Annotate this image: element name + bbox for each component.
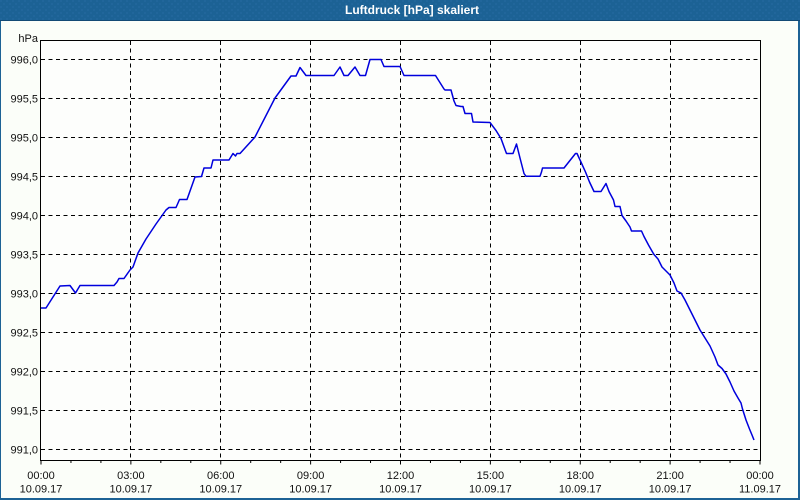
svg-text:993,5: 993,5	[10, 250, 38, 262]
svg-text:hPa: hPa	[18, 33, 38, 45]
svg-text:10.09.17: 10.09.17	[20, 484, 63, 496]
svg-text:10.09.17: 10.09.17	[109, 484, 152, 496]
svg-text:11.09.17: 11.09.17	[739, 484, 781, 496]
svg-text:10.09.17: 10.09.17	[199, 484, 242, 496]
svg-text:00:00: 00:00	[746, 470, 774, 482]
svg-text:03:00: 03:00	[117, 470, 145, 482]
svg-text:991,0: 991,0	[10, 445, 38, 457]
svg-text:10.09.17: 10.09.17	[469, 484, 512, 496]
svg-text:992,5: 992,5	[10, 328, 38, 340]
svg-text:995,0: 995,0	[10, 133, 38, 145]
svg-text:995,5: 995,5	[10, 94, 38, 106]
svg-text:10.09.17: 10.09.17	[379, 484, 422, 496]
svg-text:10.09.17: 10.09.17	[559, 484, 602, 496]
svg-text:10.09.17: 10.09.17	[289, 484, 332, 496]
svg-text:09:00: 09:00	[297, 470, 325, 482]
svg-text:996,0: 996,0	[10, 55, 38, 67]
svg-text:993,0: 993,0	[10, 289, 38, 301]
svg-text:12:00: 12:00	[387, 470, 415, 482]
svg-text:991,5: 991,5	[10, 406, 38, 418]
svg-text:21:00: 21:00	[656, 470, 684, 482]
svg-text:994,5: 994,5	[10, 172, 38, 184]
svg-text:992,0: 992,0	[10, 367, 38, 379]
svg-text:10.09.17: 10.09.17	[649, 484, 692, 496]
svg-text:15:00: 15:00	[477, 470, 505, 482]
svg-text:18:00: 18:00	[566, 470, 594, 482]
svg-text:00:00: 00:00	[27, 470, 55, 482]
svg-text:06:00: 06:00	[207, 470, 235, 482]
svg-text:994,0: 994,0	[10, 211, 38, 223]
